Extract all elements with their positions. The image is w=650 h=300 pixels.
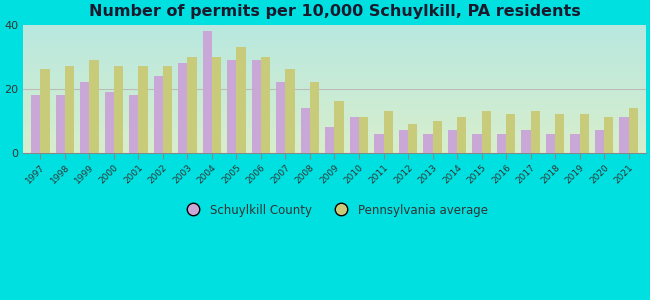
Bar: [497, 134, 506, 153]
Bar: [237, 47, 246, 153]
Bar: [546, 134, 555, 153]
Bar: [105, 92, 114, 153]
Bar: [506, 114, 515, 153]
Bar: [163, 66, 172, 153]
Bar: [187, 57, 197, 153]
Bar: [629, 108, 638, 153]
Bar: [325, 127, 335, 153]
Bar: [530, 111, 540, 153]
Bar: [31, 95, 40, 153]
Bar: [335, 101, 344, 153]
Bar: [153, 76, 163, 153]
Bar: [138, 66, 148, 153]
Bar: [521, 130, 530, 153]
Bar: [55, 95, 65, 153]
Bar: [261, 57, 270, 153]
Bar: [570, 134, 580, 153]
Bar: [359, 118, 369, 153]
Bar: [555, 114, 564, 153]
Bar: [227, 60, 237, 153]
Bar: [384, 111, 393, 153]
Bar: [301, 108, 310, 153]
Bar: [40, 69, 49, 153]
Bar: [473, 134, 482, 153]
Bar: [580, 114, 589, 153]
Bar: [350, 118, 359, 153]
Bar: [252, 60, 261, 153]
Bar: [80, 82, 89, 153]
Bar: [65, 66, 74, 153]
Legend: Schuylkill County, Pennsylvania average: Schuylkill County, Pennsylvania average: [177, 199, 493, 221]
Bar: [129, 95, 138, 153]
Bar: [595, 130, 604, 153]
Bar: [398, 130, 408, 153]
Bar: [285, 69, 295, 153]
Bar: [203, 31, 212, 153]
Bar: [457, 118, 467, 153]
Bar: [178, 63, 187, 153]
Bar: [89, 60, 99, 153]
Bar: [374, 134, 384, 153]
Title: Number of permits per 10,000 Schuylkill, PA residents: Number of permits per 10,000 Schuylkill,…: [88, 4, 580, 19]
Bar: [114, 66, 123, 153]
Bar: [212, 57, 221, 153]
Bar: [432, 121, 442, 153]
Bar: [619, 118, 629, 153]
Bar: [604, 118, 614, 153]
Bar: [408, 124, 417, 153]
Bar: [276, 82, 285, 153]
Bar: [423, 134, 432, 153]
Bar: [310, 82, 319, 153]
Bar: [448, 130, 457, 153]
Bar: [482, 111, 491, 153]
